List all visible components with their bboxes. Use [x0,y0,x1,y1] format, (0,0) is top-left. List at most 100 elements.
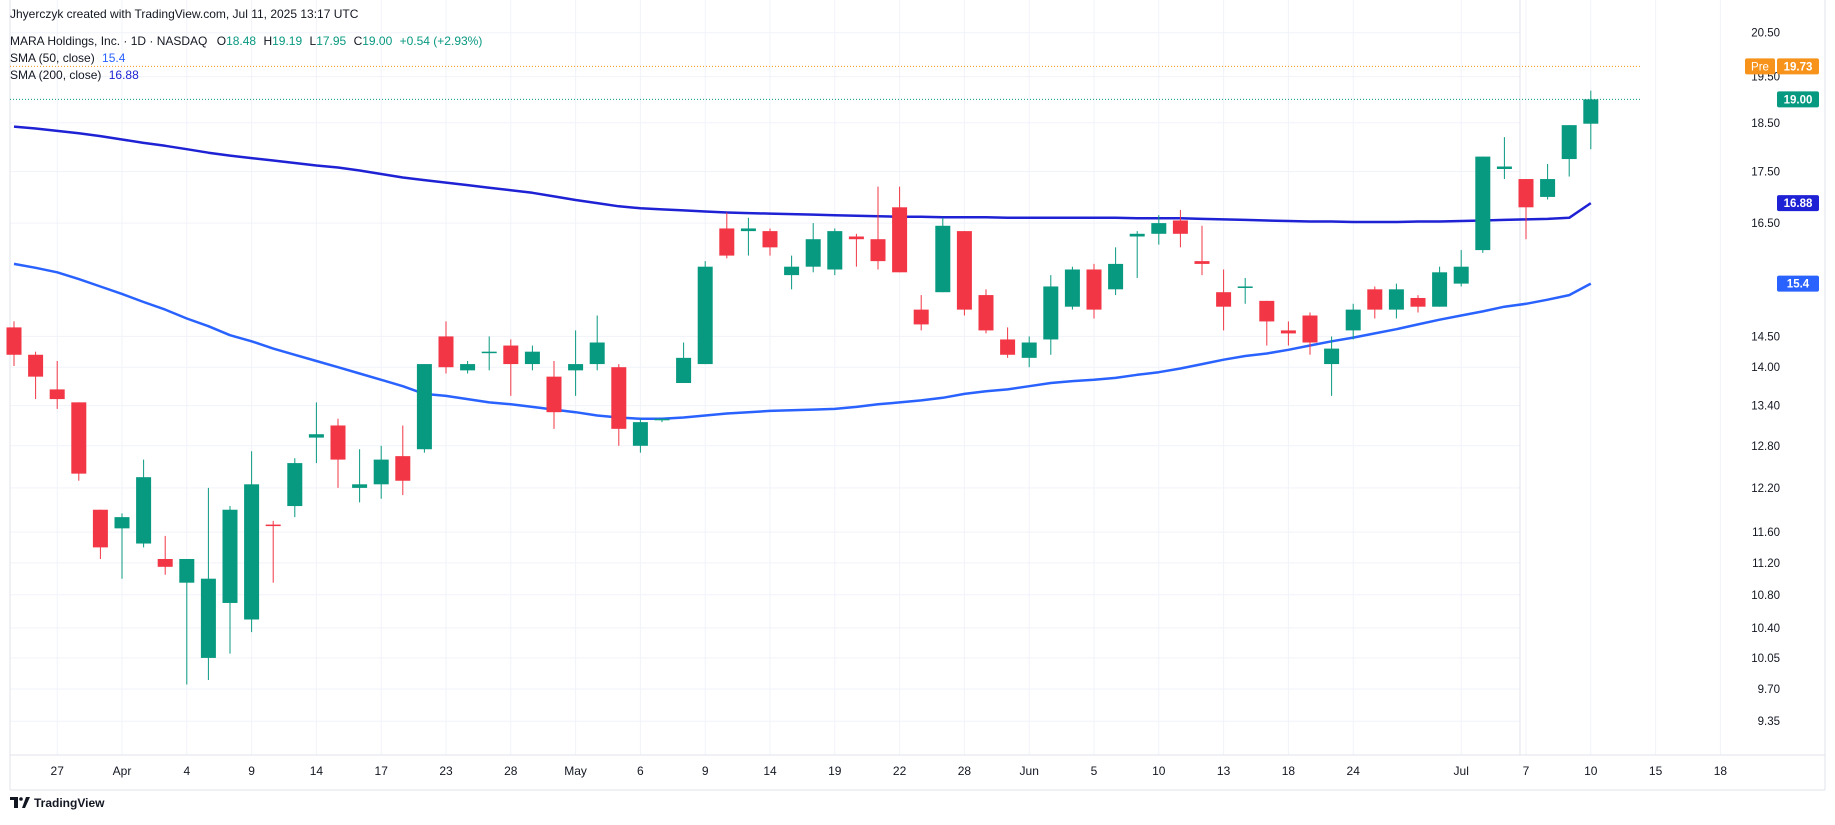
y-tick-label: 9.70 [1758,684,1780,696]
candle-body [1086,269,1102,310]
x-tick-label: May [564,764,587,778]
x-tick-label: 15 [1649,764,1663,778]
x-tick-label: 10 [1152,764,1166,778]
candle-body [848,236,864,240]
x-tick-label: 10 [1584,764,1598,778]
candle-body [308,434,324,438]
pre-market-badge-prefix: Pre [1751,61,1769,73]
created-by-caption: Jhyerczyk created with TradingView.com, … [10,7,359,21]
low-label: L [309,34,317,48]
x-tick-label: 9 [248,764,255,778]
sma50-label: SMA (50, close) [10,51,95,65]
candle-body [71,402,87,474]
sma200-line [13,125,1592,224]
x-tick-label: 9 [702,764,709,778]
candle-body [28,354,44,377]
candle-body [460,364,476,371]
last-price-badge: 19.00 [1777,91,1819,108]
candle-body [935,225,951,293]
candle-body [546,376,562,413]
sma50-badge-box [1777,275,1819,292]
y-tick-label: 11.20 [1752,558,1780,570]
y-tick-label: 14.50 [1751,331,1780,343]
tradingview-footer[interactable]: TradingView [10,796,104,810]
candle-body [1172,220,1188,234]
y-tick-label: 12.20 [1751,483,1780,495]
candle-body [762,231,778,248]
x-tick-label: Apr [113,764,132,778]
candle-body [1237,286,1253,288]
candle-body [287,463,303,507]
candle-body [589,342,605,365]
candle-body [1540,179,1556,197]
candle-body [1064,269,1080,307]
candle-body [92,509,108,548]
y-tick-label: 12.80 [1751,441,1780,453]
pre-market-badge-text: 19.73 [1784,61,1813,73]
y-tick-label: 17.50 [1751,167,1780,179]
y-tick-label: 14.00 [1751,362,1780,374]
candle-body [157,558,173,567]
candle-body [1259,300,1275,322]
symbol-label[interactable]: MARA Holdings, Inc. · 1D · NASDAQ [10,34,208,48]
x-tick-label: 23 [439,764,453,778]
candle-body [179,558,195,583]
y-tick-label: 16.50 [1751,218,1780,230]
candle-body [1108,263,1124,290]
y-tick-label: 9.35 [1758,716,1780,728]
sma200-badge-box [1777,195,1819,212]
candle-body [697,266,713,365]
x-tick-label: 13 [1217,764,1231,778]
close-label: C [353,34,363,48]
candle-body [1280,330,1296,334]
x-tick-label: 18 [1714,764,1728,778]
y-tick-label: 10.05 [1751,653,1780,665]
sma50-legend[interactable]: SMA (50, close) 15.4 [10,51,125,66]
candle-body [1496,166,1512,170]
x-tick-label: 5 [1091,764,1098,778]
candle-body [1561,125,1577,160]
tradingview-logo-icon [10,797,30,808]
candle-body [352,484,368,488]
candle-body [913,309,929,325]
candle-body [265,524,281,527]
close-value: 19.00 [362,34,393,48]
sma50-line [13,262,1592,421]
x-tick-label: 6 [637,764,644,778]
candle-body [1583,99,1599,124]
open-value: 18.48 [226,34,257,48]
sma200-legend[interactable]: SMA (200, close) 16.88 [10,68,139,83]
last-price-badge-box [1777,91,1819,108]
candle-body [1000,339,1016,355]
candle-body [1216,292,1232,307]
change-value: +0.54 (+2.93%) [399,34,483,48]
candle-body [200,578,216,658]
candle-body [740,228,756,232]
candle-body [244,484,260,620]
candle-body [1367,289,1383,310]
candle-body [6,327,22,355]
candle-body [1432,272,1448,307]
sma200-badge-text: 16.88 [1784,198,1813,210]
candle-body [503,345,519,365]
candle-body [222,509,238,603]
y-tick-label: 19.50 [1751,72,1780,84]
candle-body [1518,179,1534,208]
y-tick-label: 13.40 [1751,401,1780,413]
candle-body [1345,309,1361,331]
sma200-badge: 16.88 [1777,195,1819,212]
candle-body [1324,348,1340,365]
candle-body [1151,223,1167,234]
candle-body [1129,233,1145,237]
x-tick-label: 19 [828,764,842,778]
high-label: H [263,34,273,48]
candle-body [49,389,65,400]
open-label: O [216,34,227,48]
candle-body [784,266,800,276]
x-tick-label: 14 [763,764,777,778]
candle-body [1388,289,1404,310]
candle-body [1410,297,1426,307]
candle-body [654,418,670,421]
